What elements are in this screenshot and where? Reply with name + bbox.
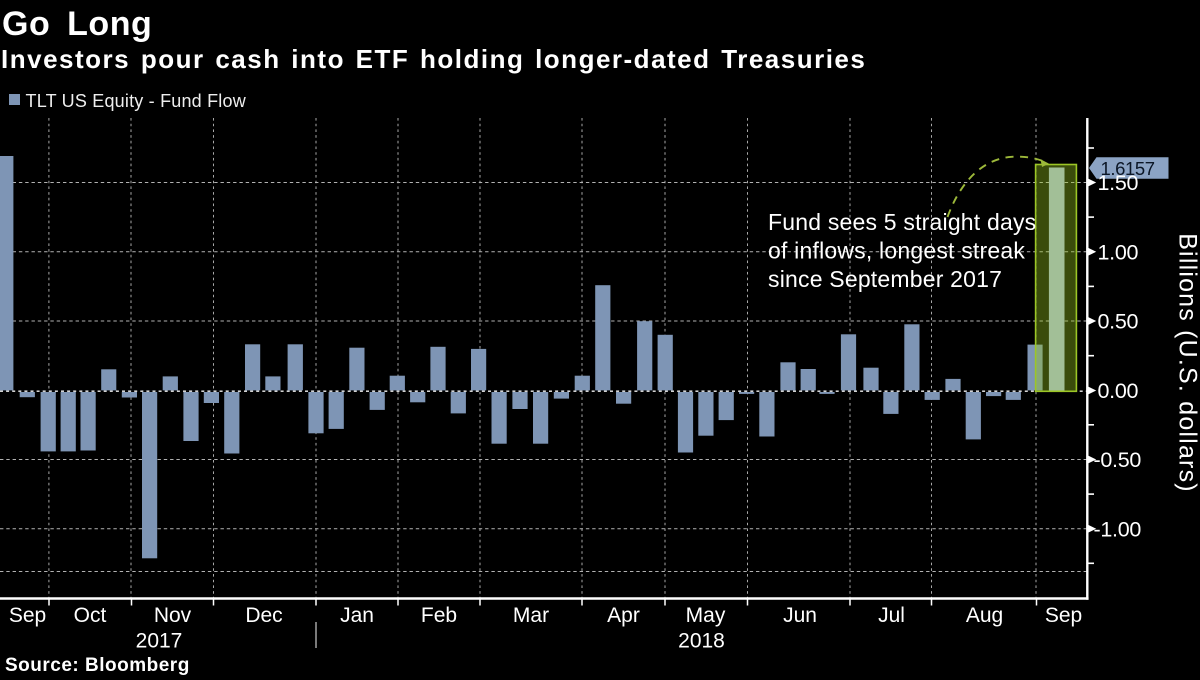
svg-text:Sep: Sep <box>9 604 46 627</box>
svg-text:Jun: Jun <box>783 604 817 627</box>
svg-text:Fund sees 5 straight days: Fund sees 5 straight days <box>768 209 1036 235</box>
svg-text:Source: Bloomberg: Source: Bloomberg <box>5 655 190 675</box>
svg-text:of inflows, longest streak: of inflows, longest streak <box>768 238 1025 264</box>
svg-text:since September 2017: since September 2017 <box>768 266 1002 292</box>
svg-text:Billions (U.S. dollars): Billions (U.S. dollars) <box>1174 233 1200 493</box>
svg-text:Oct: Oct <box>74 604 107 627</box>
svg-text:1.00: 1.00 <box>1098 240 1139 264</box>
svg-text:Feb: Feb <box>421 604 457 627</box>
svg-text:-1.00: -1.00 <box>1094 517 1142 541</box>
svg-text:2018: 2018 <box>678 630 725 653</box>
svg-text:Apr: Apr <box>607 604 640 627</box>
svg-text:Aug: Aug <box>966 604 1003 627</box>
svg-text:Investors pour cash into ETF h: Investors pour cash into ETF holding lon… <box>1 44 866 74</box>
svg-text:-0.50: -0.50 <box>1094 448 1142 472</box>
svg-text:Jan: Jan <box>340 604 374 627</box>
svg-text:May: May <box>686 604 726 627</box>
svg-text:TLT US Equity - Fund Flow: TLT US Equity - Fund Flow <box>26 91 247 111</box>
svg-text:Jul: Jul <box>878 604 905 627</box>
svg-text:0.00: 0.00 <box>1098 379 1139 403</box>
svg-text:1.50: 1.50 <box>1098 171 1139 195</box>
svg-text:Mar: Mar <box>513 604 549 627</box>
svg-text:0.50: 0.50 <box>1098 310 1139 334</box>
svg-text:Nov: Nov <box>154 604 192 627</box>
svg-text:Sep: Sep <box>1045 604 1082 627</box>
svg-text:2017: 2017 <box>136 630 183 653</box>
svg-text:Dec: Dec <box>245 604 282 627</box>
svg-text:Go Long: Go Long <box>2 5 152 43</box>
